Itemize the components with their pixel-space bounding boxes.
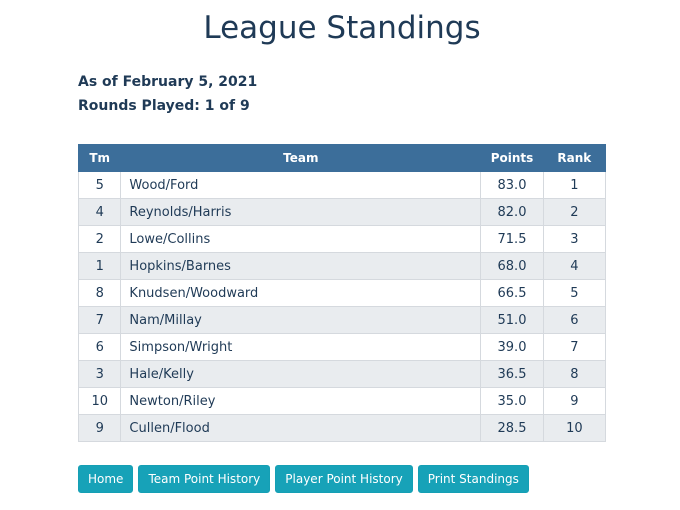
table-row: 2 Lowe/Collins 71.5 3 — [77, 225, 607, 253]
cell-tm: 10 — [77, 387, 122, 415]
cell-points: 66.5 — [480, 279, 544, 307]
column-header-team: Team — [120, 144, 482, 172]
cell-rank: 10 — [542, 414, 607, 442]
cell-tm: 5 — [77, 171, 122, 199]
cell-points: 82.0 — [480, 198, 544, 226]
table-row: 3 Hale/Kelly 36.5 8 — [77, 360, 607, 388]
cell-team: Newton/Riley — [120, 387, 482, 415]
cell-tm: 6 — [77, 333, 122, 361]
column-header-points: Points — [480, 144, 544, 172]
cell-points: 71.5 — [480, 225, 544, 253]
cell-rank: 7 — [542, 333, 607, 361]
team-point-history-button[interactable]: Team Point History — [138, 465, 271, 493]
cell-team: Cullen/Flood — [120, 414, 482, 442]
cell-points: 28.5 — [480, 414, 544, 442]
cell-tm: 1 — [77, 252, 122, 280]
cell-team: Knudsen/Woodward — [120, 279, 482, 307]
action-buttons: Home Team Point History Player Point His… — [78, 465, 529, 493]
page-title: League Standings — [203, 10, 481, 46]
table-row: 10 Newton/Riley 35.0 9 — [77, 387, 607, 415]
cell-rank: 9 — [542, 387, 607, 415]
cell-tm: 9 — [77, 414, 122, 442]
cell-team: Lowe/Collins — [120, 225, 482, 253]
home-button[interactable]: Home — [78, 465, 134, 493]
cell-points: 39.0 — [480, 333, 544, 361]
cell-tm: 7 — [77, 306, 122, 334]
cell-rank: 1 — [542, 171, 607, 199]
cell-team: Reynolds/Harris — [120, 198, 482, 226]
cell-rank: 6 — [542, 306, 607, 334]
cell-points: 36.5 — [480, 360, 544, 388]
cell-points: 83.0 — [480, 171, 544, 199]
cell-team: Simpson/Wright — [120, 333, 482, 361]
rounds-played: Rounds Played: 1 of 9 — [78, 98, 250, 114]
cell-rank: 4 — [542, 252, 607, 280]
table-row: 7 Nam/Millay 51.0 6 — [77, 306, 607, 334]
as-of-date: As of February 5, 2021 — [78, 74, 258, 90]
cell-rank: 3 — [542, 225, 607, 253]
cell-team: Nam/Millay — [120, 306, 482, 334]
table-row: 5 Wood/Ford 83.0 1 — [77, 171, 607, 199]
cell-team: Wood/Ford — [120, 171, 482, 199]
table-row: 4 Reynolds/Harris 82.0 2 — [77, 198, 607, 226]
column-header-tm: Tm — [77, 144, 122, 172]
cell-points: 35.0 — [480, 387, 544, 415]
table-row: 8 Knudsen/Woodward 66.5 5 — [77, 279, 607, 307]
table-row: 6 Simpson/Wright 39.0 7 — [77, 333, 607, 361]
cell-tm: 4 — [77, 198, 122, 226]
cell-tm: 2 — [77, 225, 122, 253]
cell-rank: 5 — [542, 279, 607, 307]
standings-table: Tm Team Points Rank 5 Wood/Ford 83.0 1 4… — [77, 144, 607, 442]
cell-team: Hopkins/Barnes — [120, 252, 482, 280]
cell-tm: 3 — [77, 360, 122, 388]
cell-rank: 2 — [542, 198, 607, 226]
cell-points: 68.0 — [480, 252, 544, 280]
table-row: 9 Cullen/Flood 28.5 10 — [77, 414, 607, 442]
cell-tm: 8 — [77, 279, 122, 307]
print-standings-button[interactable]: Print Standings — [417, 465, 529, 493]
cell-rank: 8 — [542, 360, 607, 388]
player-point-history-button[interactable]: Player Point History — [275, 465, 413, 493]
cell-team: Hale/Kelly — [120, 360, 482, 388]
table-row: 1 Hopkins/Barnes 68.0 4 — [77, 252, 607, 280]
table-header-row: Tm Team Points Rank — [77, 144, 607, 172]
column-header-rank: Rank — [542, 144, 607, 172]
cell-points: 51.0 — [480, 306, 544, 334]
